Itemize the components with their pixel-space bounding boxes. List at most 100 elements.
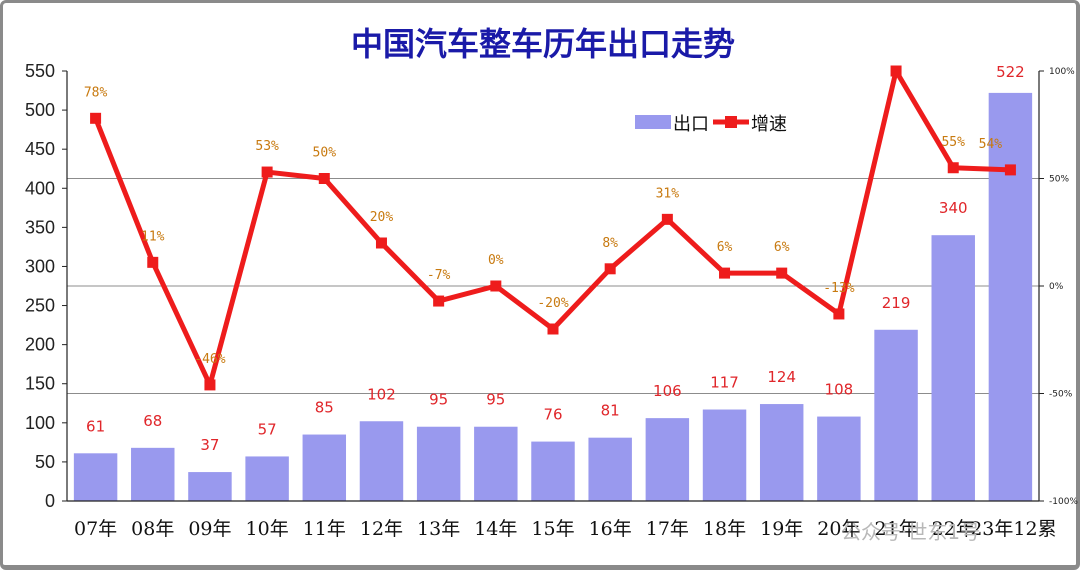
bar xyxy=(759,404,804,501)
bar-value-label: 81 xyxy=(601,402,620,420)
growth-marker xyxy=(433,295,445,307)
x-tick-label: 13年 xyxy=(417,518,460,540)
bar xyxy=(188,472,232,501)
bar xyxy=(531,441,575,501)
growth-line xyxy=(93,68,1011,388)
bar xyxy=(702,409,747,501)
bar xyxy=(931,235,975,501)
growth-marker xyxy=(947,162,959,174)
legend-bar-swatch xyxy=(635,115,671,129)
right-tick-label: 100% xyxy=(1049,67,1075,77)
rate-labels: 78% 11% -46% 53% 50% 20% -7% 0% -20% 8% 31% 6% 6% -13… xyxy=(84,85,1002,367)
growth-value-label: -7% xyxy=(427,268,451,283)
growth-marker xyxy=(318,173,330,184)
growth-marker xyxy=(661,213,673,225)
bar-value-label: 57 xyxy=(258,420,277,438)
left-tick-label: 450 xyxy=(25,139,55,159)
legend-line-label: 增速 xyxy=(751,114,787,135)
right-axis-ticks: -100% -50% 0% 50% 100% xyxy=(1039,67,1078,507)
left-tick-label: 350 xyxy=(25,217,55,237)
bar-labels: 61 68 37 57 85 102 95 95 76 81 106 117 124 108 219 340 5… xyxy=(86,63,1025,454)
x-tick-label: 07年 xyxy=(74,518,117,540)
export-chart: 中国汽车整车历年出口走势 61 68 37 57 85 102 95 95 76 81 106 117… xyxy=(25,25,1078,544)
right-tick-label: 0% xyxy=(1049,282,1064,292)
x-tick-label: 20年 xyxy=(817,518,860,540)
bar-value-label: 117 xyxy=(710,374,739,392)
x-tick-label: 21年 xyxy=(874,518,917,540)
growth-value-label: 78% xyxy=(84,85,108,100)
growth-value-label: 0% xyxy=(488,253,504,268)
left-tick-label: 500 xyxy=(25,100,55,120)
right-tick-label: -50% xyxy=(1049,390,1073,400)
growth-value-label: -46% xyxy=(194,352,225,367)
left-tick-label: 0 xyxy=(45,491,55,511)
x-tick-label: 08年 xyxy=(131,518,174,540)
bar-value-label: 124 xyxy=(767,368,796,386)
bar-value-label: 61 xyxy=(86,417,105,435)
x-axis-ticks: 07年 08年 09年 10年 11年 12年 13年 14年 15年 16年 17年 18年 19年 2… xyxy=(74,518,1057,540)
growth-marker xyxy=(719,267,731,279)
bar-value-label: 76 xyxy=(543,406,562,424)
bar xyxy=(245,456,289,501)
growth-value-label: 11% xyxy=(141,229,165,244)
legend: 出口 增速 xyxy=(635,114,787,135)
x-tick-label: 11年 xyxy=(303,518,346,540)
x-tick-label: 16年 xyxy=(589,518,632,540)
growth-marker xyxy=(833,308,845,320)
bar xyxy=(73,453,118,501)
bar-value-label: 102 xyxy=(367,385,396,403)
x-tick-label: 12年 xyxy=(360,518,403,540)
bar-value-label: 37 xyxy=(200,436,219,454)
x-tick-label: 23年12累 xyxy=(970,518,1056,540)
chart-title: 中国汽车整车历年出口走势 xyxy=(351,25,735,63)
growth-marker xyxy=(776,267,788,279)
growth-value-label: 55% xyxy=(941,135,965,150)
bar-value-label: 108 xyxy=(825,381,854,399)
bar xyxy=(416,426,461,501)
bar xyxy=(874,329,918,501)
bar-value-label: 95 xyxy=(486,391,505,409)
bar xyxy=(131,447,175,501)
growth-value-label: 50% xyxy=(313,146,337,161)
left-tick-label: 50 xyxy=(35,452,55,472)
growth-value-label: 31% xyxy=(656,186,680,201)
growth-marker xyxy=(261,166,273,178)
left-tick-label: 550 xyxy=(25,61,55,81)
bar xyxy=(645,418,690,501)
growth-marker xyxy=(1004,164,1016,176)
growth-value-label: 53% xyxy=(255,139,279,154)
bar-value-label: 106 xyxy=(653,382,682,400)
left-tick-label: 250 xyxy=(25,296,55,316)
legend-bar-label: 出口 xyxy=(673,114,709,135)
growth-value-label: 8% xyxy=(602,236,618,251)
x-tick-label: 19年 xyxy=(760,518,803,540)
line-series xyxy=(90,65,1016,391)
left-tick-label: 300 xyxy=(25,256,55,276)
growth-marker xyxy=(147,256,159,268)
bar xyxy=(588,437,632,501)
x-tick-label: 10年 xyxy=(246,518,289,540)
x-tick-label: 09年 xyxy=(188,518,231,540)
bar-value-label: 85 xyxy=(315,399,334,417)
left-tick-label: 400 xyxy=(25,178,55,198)
legend-line-marker xyxy=(725,116,737,128)
left-tick-label: 100 xyxy=(25,413,55,433)
left-axis-ticks: 0 50 100 150 200 250 300 350 400 450 500 550 xyxy=(25,61,67,511)
watermark: 公众号·世东1号 xyxy=(841,520,980,544)
growth-marker xyxy=(490,280,502,292)
growth-value-label: 6% xyxy=(717,240,733,255)
bar xyxy=(359,421,404,501)
bar xyxy=(302,434,347,501)
bar-value-label: 340 xyxy=(939,199,968,217)
left-tick-label: 150 xyxy=(25,374,55,394)
bar-series xyxy=(73,92,1033,502)
growth-marker xyxy=(604,263,616,275)
bar-value-label: 522 xyxy=(996,63,1025,81)
growth-marker xyxy=(204,379,216,391)
bar-value-label: 95 xyxy=(429,391,448,409)
x-tick-label: 17年 xyxy=(646,518,689,540)
bar xyxy=(817,416,861,501)
x-tick-label: 15年 xyxy=(531,518,574,540)
growth-value-label: -20% xyxy=(537,296,568,311)
